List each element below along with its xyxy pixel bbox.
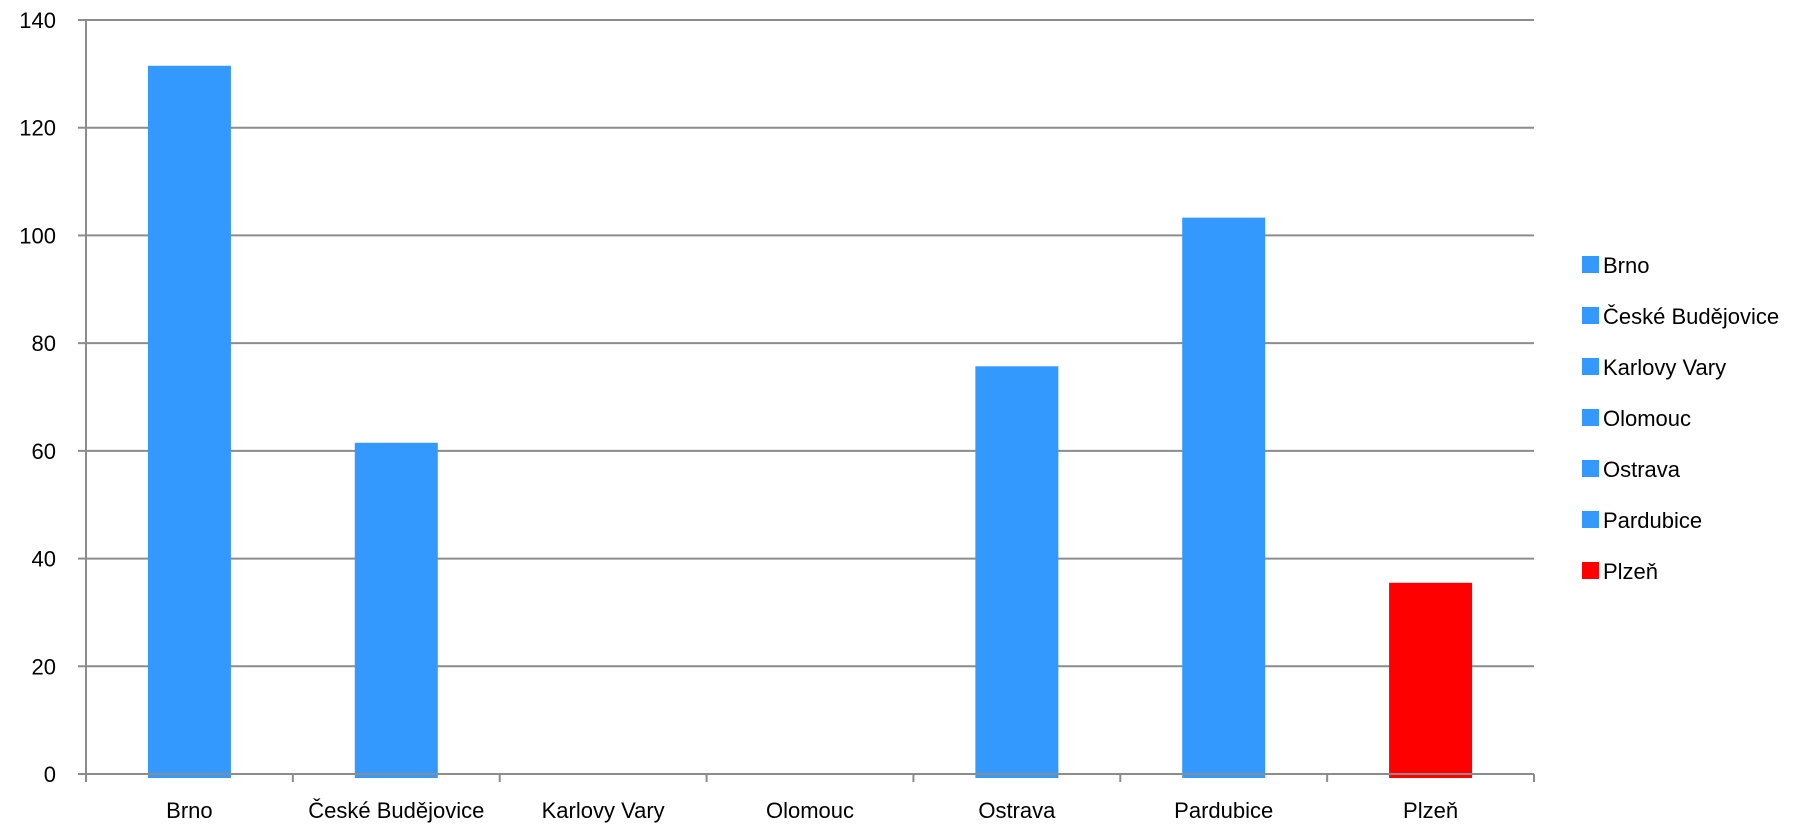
y-tick-label: 20 (32, 654, 56, 679)
y-tick-label: 120 (19, 116, 56, 141)
legend-swatch (1582, 562, 1599, 579)
x-tick-label: Olomouc (766, 798, 854, 823)
legend-label: Plzeň (1603, 559, 1658, 584)
x-tick-label: Pardubice (1174, 798, 1273, 823)
legend-swatch (1582, 409, 1599, 426)
legend-label: Ostrava (1603, 457, 1681, 482)
legend-label: Brno (1603, 253, 1649, 278)
legend-label: Pardubice (1603, 508, 1702, 533)
x-tick-label: Karlovy Vary (542, 798, 665, 823)
x-tick-label: Ostrava (978, 798, 1056, 823)
axes (78, 19, 1535, 782)
legend-swatch (1582, 511, 1599, 528)
legend-label: Karlovy Vary (1603, 355, 1726, 380)
y-tick-label: 40 (32, 547, 56, 572)
y-tick-label: 60 (32, 439, 56, 464)
legend-swatch (1582, 307, 1599, 324)
x-tick-label: České Budějovice (308, 798, 484, 823)
y-tick-label: 140 (19, 8, 56, 33)
bar-6 (1389, 582, 1473, 778)
legend-swatch (1582, 256, 1599, 273)
legend-label: Olomouc (1603, 406, 1691, 431)
y-tick-label: 80 (32, 331, 56, 356)
x-tick-labels: Brno České Budějovice Karlovy Vary Olomouc O… (166, 798, 1458, 823)
legend-swatch (1582, 460, 1599, 477)
x-tick-label: Plzeň (1403, 798, 1458, 823)
bar-4 (975, 366, 1059, 778)
legend: Brno České Budějovice Karlovy Vary Olomouc O… (1582, 253, 1779, 584)
y-tick-label: 0 (44, 762, 56, 787)
legend-swatch (1582, 358, 1599, 375)
y-tick-labels: 0 20 40 60 80 100 120 140 (19, 8, 56, 787)
bars (147, 65, 1473, 779)
bar-0 (147, 65, 231, 779)
x-tick-label: Brno (166, 798, 212, 823)
bar-5 (1182, 217, 1266, 779)
legend-label: České Budějovice (1603, 304, 1779, 329)
y-tick-label: 100 (19, 223, 56, 248)
bar-1 (354, 442, 438, 778)
gridlines (86, 19, 1534, 668)
